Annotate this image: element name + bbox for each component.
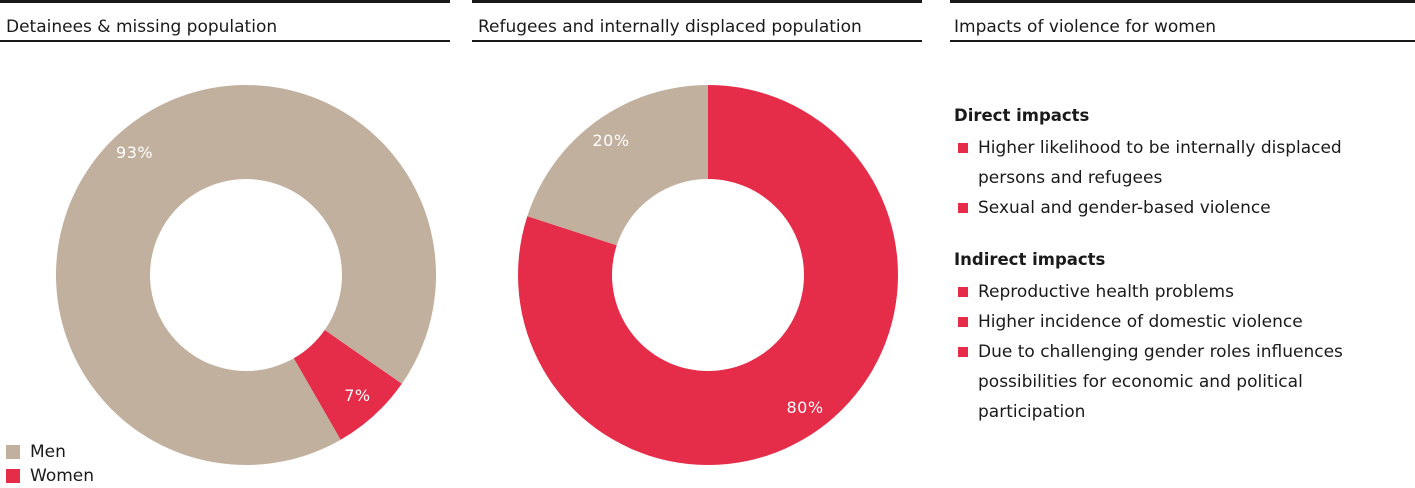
list-item: Sexual and gender-based violence	[954, 193, 1409, 223]
list-item: Higher incidence of domestic violence	[954, 307, 1409, 337]
donut-slice-women	[293, 329, 402, 440]
impacts-panel: Impacts of violence for women Direct imp…	[950, 0, 1415, 488]
legend-swatch-men	[6, 445, 20, 459]
list-item: Reproductive health problems	[954, 277, 1409, 307]
bullet-icon	[958, 203, 968, 213]
list-item-text: Due to challenging gender roles influenc…	[978, 342, 1343, 422]
list-item: Due to challenging gender roles influenc…	[954, 337, 1409, 427]
impacts-header: Impacts of violence for women	[950, 0, 1415, 42]
list-item-text: Reproductive health problems	[978, 282, 1234, 302]
data-label-women: 7%	[344, 386, 370, 405]
data-label-men: 20%	[592, 131, 629, 150]
impacts-title: Impacts of violence for women	[954, 17, 1217, 37]
donut-slice-men	[56, 85, 437, 465]
detainees-donut-chart: 93% 7%	[56, 85, 437, 465]
legend-label-women: Women	[30, 466, 95, 486]
legend-item-men: Men	[6, 440, 94, 464]
bullet-icon	[958, 287, 968, 297]
detainees-panel: Detainees & missing population 93% 7% Men…	[0, 0, 450, 488]
list-item: Higher likelihood to be internally displ…	[954, 133, 1409, 193]
legend: Men Women	[6, 440, 94, 488]
donut-slice-men	[527, 85, 708, 246]
detainees-header: Detainees & missing population	[0, 0, 450, 42]
indirect-impacts-heading: Indirect impacts	[954, 250, 1106, 269]
refugees-header: Refugees and internally displaced popula…	[472, 0, 922, 42]
donut-slice-women	[518, 85, 899, 465]
direct-impacts-heading: Direct impacts	[954, 106, 1090, 125]
list-item-text: Higher likelihood to be internally displ…	[978, 138, 1342, 188]
impacts-content: Direct impacts Higher likelihood to be i…	[954, 105, 1409, 453]
detainees-title: Detainees & missing population	[6, 17, 278, 37]
legend-swatch-women	[6, 469, 20, 483]
refugees-panel: Refugees and internally displaced popula…	[472, 0, 922, 488]
legend-item-women: Women	[6, 464, 94, 488]
legend-label-men: Men	[30, 442, 66, 462]
bullet-icon	[958, 317, 968, 327]
data-label-men: 93%	[116, 143, 153, 162]
direct-impacts-list: Higher likelihood to be internally displ…	[954, 133, 1409, 223]
list-item-text: Higher incidence of domestic violence	[978, 312, 1303, 332]
bullet-icon	[958, 143, 968, 153]
refugees-donut-chart: 20% 80%	[518, 85, 899, 465]
bullet-icon	[958, 347, 968, 357]
list-item-text: Sexual and gender-based violence	[978, 198, 1271, 218]
refugees-title: Refugees and internally displaced popula…	[478, 17, 862, 37]
data-label-women: 80%	[786, 398, 823, 417]
indirect-impacts-list: Reproductive health problems Higher inci…	[954, 277, 1409, 427]
